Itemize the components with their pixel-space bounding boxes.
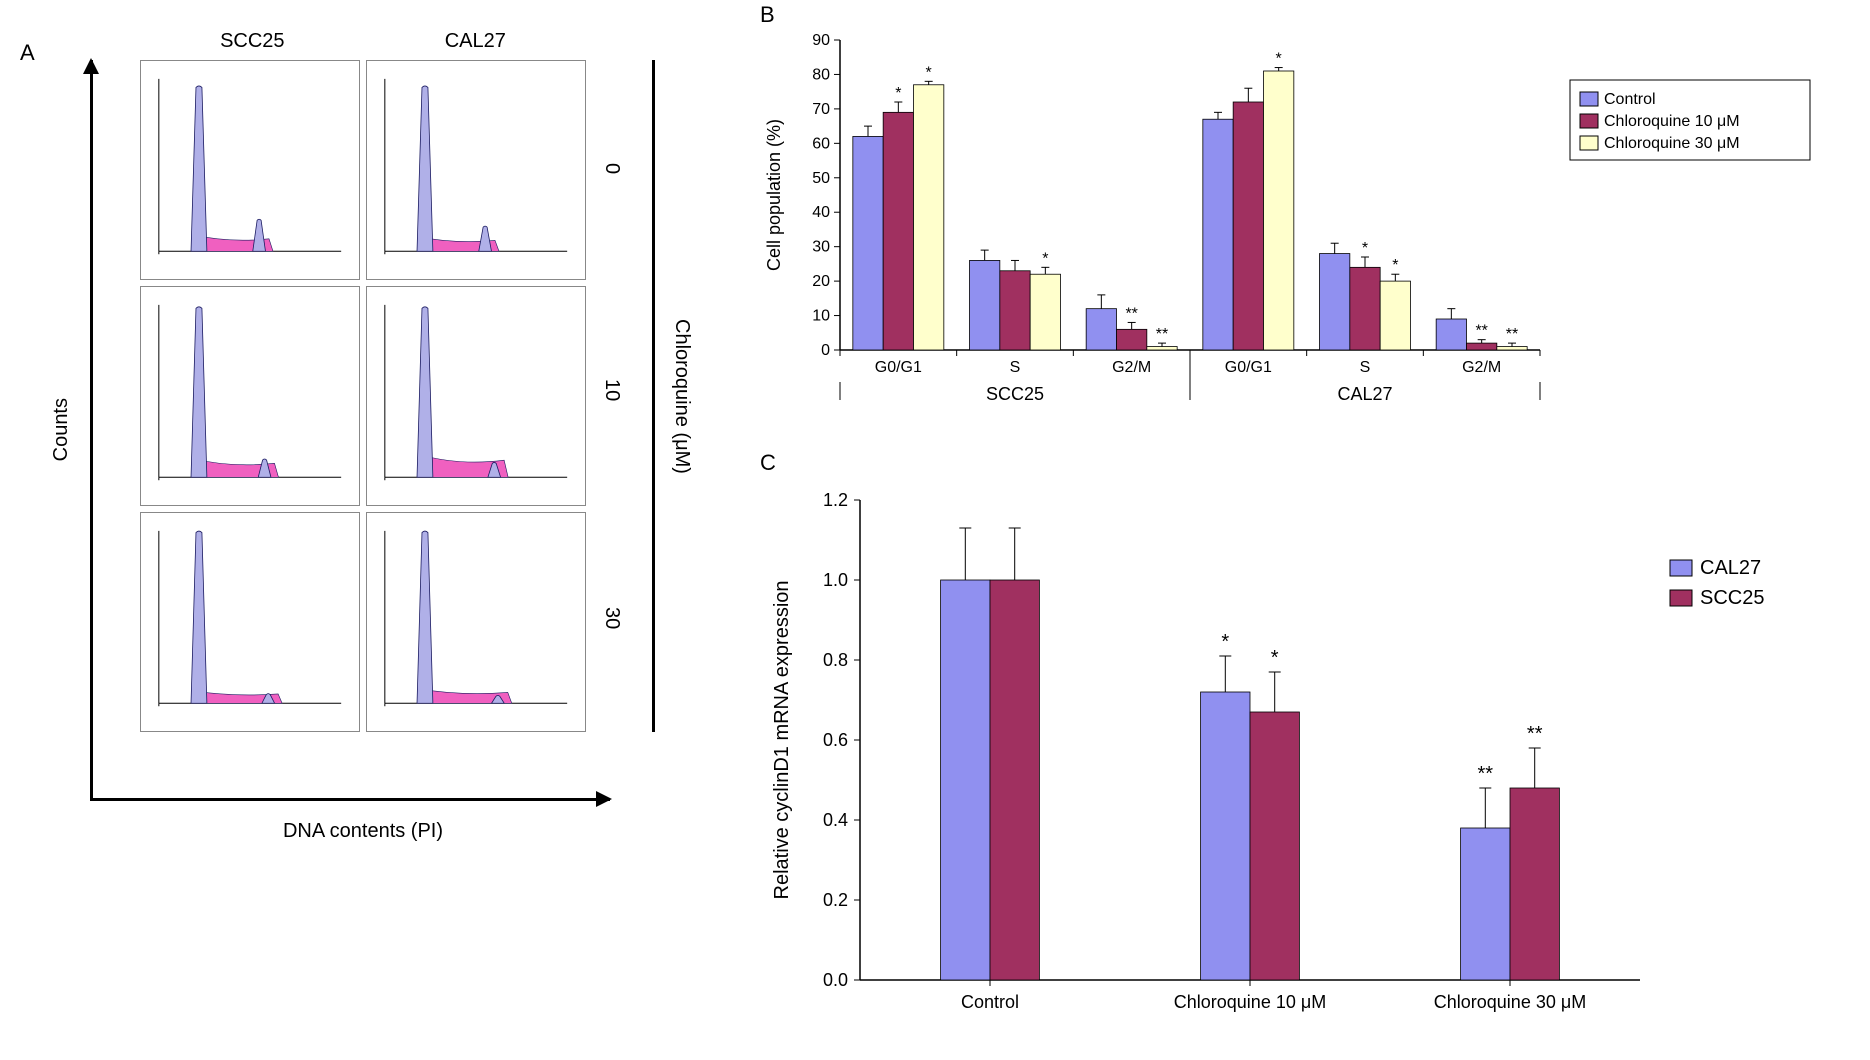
svg-text:90: 90 bbox=[812, 32, 830, 49]
svg-text:1.2: 1.2 bbox=[823, 490, 848, 510]
svg-text:S: S bbox=[1010, 359, 1021, 376]
panel-a: A SCC25 CAL27 Counts DNA contents (PI) bbox=[20, 20, 720, 880]
histogram-cell bbox=[366, 512, 586, 732]
svg-text:**: ** bbox=[1478, 763, 1494, 785]
svg-text:70: 70 bbox=[812, 101, 830, 118]
histogram-grid bbox=[140, 60, 586, 732]
svg-text:0: 0 bbox=[821, 342, 830, 359]
row-label: 0 bbox=[600, 163, 623, 174]
svg-text:80: 80 bbox=[812, 66, 830, 83]
chart-b-wrap: 0 10 20 30 40 50 60 70 80 90 Cell population (%) G0… bbox=[760, 20, 1850, 440]
svg-text:50: 50 bbox=[812, 170, 830, 187]
side-label: Chloroquine (μM) bbox=[670, 60, 693, 732]
svg-text:*: * bbox=[1392, 257, 1398, 274]
svg-text:G0/G1: G0/G1 bbox=[1225, 359, 1272, 376]
chart-b: 0 10 20 30 40 50 60 70 80 90 Cell population (%) G0… bbox=[760, 20, 1840, 440]
panel-c-label: C bbox=[760, 450, 776, 476]
col-header: CAL27 bbox=[445, 30, 506, 53]
svg-text:*: * bbox=[895, 85, 901, 102]
histogram-cell bbox=[140, 60, 360, 280]
histogram-cell bbox=[140, 512, 360, 732]
svg-text:**: ** bbox=[1125, 305, 1137, 322]
svg-text:0.4: 0.4 bbox=[823, 810, 848, 830]
side-label-text: Chloroquine (μM) bbox=[670, 319, 693, 474]
svg-text:0.6: 0.6 bbox=[823, 730, 848, 750]
svg-text:*: * bbox=[1276, 51, 1282, 68]
y-axis-arrow bbox=[90, 60, 93, 800]
svg-text:Relative cyclinD1 mRNA express: Relative cyclinD1 mRNA expression bbox=[771, 580, 793, 899]
svg-text:G0/G1: G0/G1 bbox=[875, 359, 922, 376]
panel-a-label: A bbox=[20, 40, 35, 66]
chart-c-wrap: 0.0 0.2 0.4 0.6 0.8 1.0 1.2 Relative cyclinD1 m… bbox=[760, 480, 1850, 1040]
svg-text:*: * bbox=[1221, 631, 1229, 653]
svg-text:0.8: 0.8 bbox=[823, 650, 848, 670]
histogram-cell bbox=[366, 60, 586, 280]
side-bar bbox=[652, 60, 655, 732]
svg-text:**: ** bbox=[1156, 326, 1168, 343]
svg-text:Control: Control bbox=[1604, 91, 1656, 108]
row-label: 30 bbox=[600, 607, 623, 629]
svg-text:*: * bbox=[1042, 250, 1048, 267]
row-labels: 0 10 30 bbox=[600, 60, 623, 732]
svg-text:G2/M: G2/M bbox=[1462, 359, 1501, 376]
svg-text:60: 60 bbox=[812, 135, 830, 152]
svg-text:**: ** bbox=[1506, 326, 1518, 343]
svg-text:CAL27: CAL27 bbox=[1700, 557, 1761, 579]
x-axis-arrow bbox=[90, 798, 610, 801]
svg-text:Chloroquine 10 μM: Chloroquine 10 μM bbox=[1174, 992, 1326, 1012]
x-axis-label: DNA contents (PI) bbox=[140, 820, 586, 843]
svg-text:Cell population (%): Cell population (%) bbox=[764, 119, 784, 271]
svg-text:*: * bbox=[1362, 240, 1368, 257]
col-header: SCC25 bbox=[220, 30, 284, 53]
svg-text:10: 10 bbox=[812, 308, 830, 325]
histogram-cell bbox=[366, 286, 586, 506]
row-label: 10 bbox=[600, 379, 623, 401]
svg-text:Chloroquine 10 μM: Chloroquine 10 μM bbox=[1604, 113, 1740, 130]
svg-text:CAL27: CAL27 bbox=[1337, 384, 1392, 404]
chart-c: 0.0 0.2 0.4 0.6 0.8 1.0 1.2 Relative cyclinD1 m… bbox=[760, 480, 1840, 1040]
svg-text:**: ** bbox=[1475, 323, 1487, 340]
svg-text:1.0: 1.0 bbox=[823, 570, 848, 590]
y-axis-label-text: Counts bbox=[50, 398, 73, 461]
svg-text:40: 40 bbox=[812, 204, 830, 221]
y-axis-label: Counts bbox=[50, 60, 73, 800]
panel-a-col-headers: SCC25 CAL27 bbox=[140, 30, 586, 53]
svg-text:S: S bbox=[1360, 359, 1371, 376]
svg-text:G2/M: G2/M bbox=[1112, 359, 1151, 376]
svg-text:*: * bbox=[926, 64, 932, 81]
svg-text:SCC25: SCC25 bbox=[1700, 587, 1764, 609]
svg-text:0.0: 0.0 bbox=[823, 970, 848, 990]
svg-text:Chloroquine 30 μM: Chloroquine 30 μM bbox=[1434, 992, 1586, 1012]
histogram-cell bbox=[140, 286, 360, 506]
svg-text:SCC25: SCC25 bbox=[986, 384, 1044, 404]
svg-text:Chloroquine 30 μM: Chloroquine 30 μM bbox=[1604, 135, 1740, 152]
svg-text:*: * bbox=[1271, 647, 1279, 669]
svg-text:0.2: 0.2 bbox=[823, 890, 848, 910]
svg-text:Control: Control bbox=[961, 992, 1019, 1012]
svg-text:30: 30 bbox=[812, 239, 830, 256]
figure: A SCC25 CAL27 Counts DNA contents (PI) bbox=[20, 20, 1850, 1040]
right-column: B 0102030405060708090Cell population (%)… bbox=[760, 20, 1850, 1040]
svg-text:**: ** bbox=[1527, 723, 1543, 745]
svg-text:20: 20 bbox=[812, 273, 830, 290]
